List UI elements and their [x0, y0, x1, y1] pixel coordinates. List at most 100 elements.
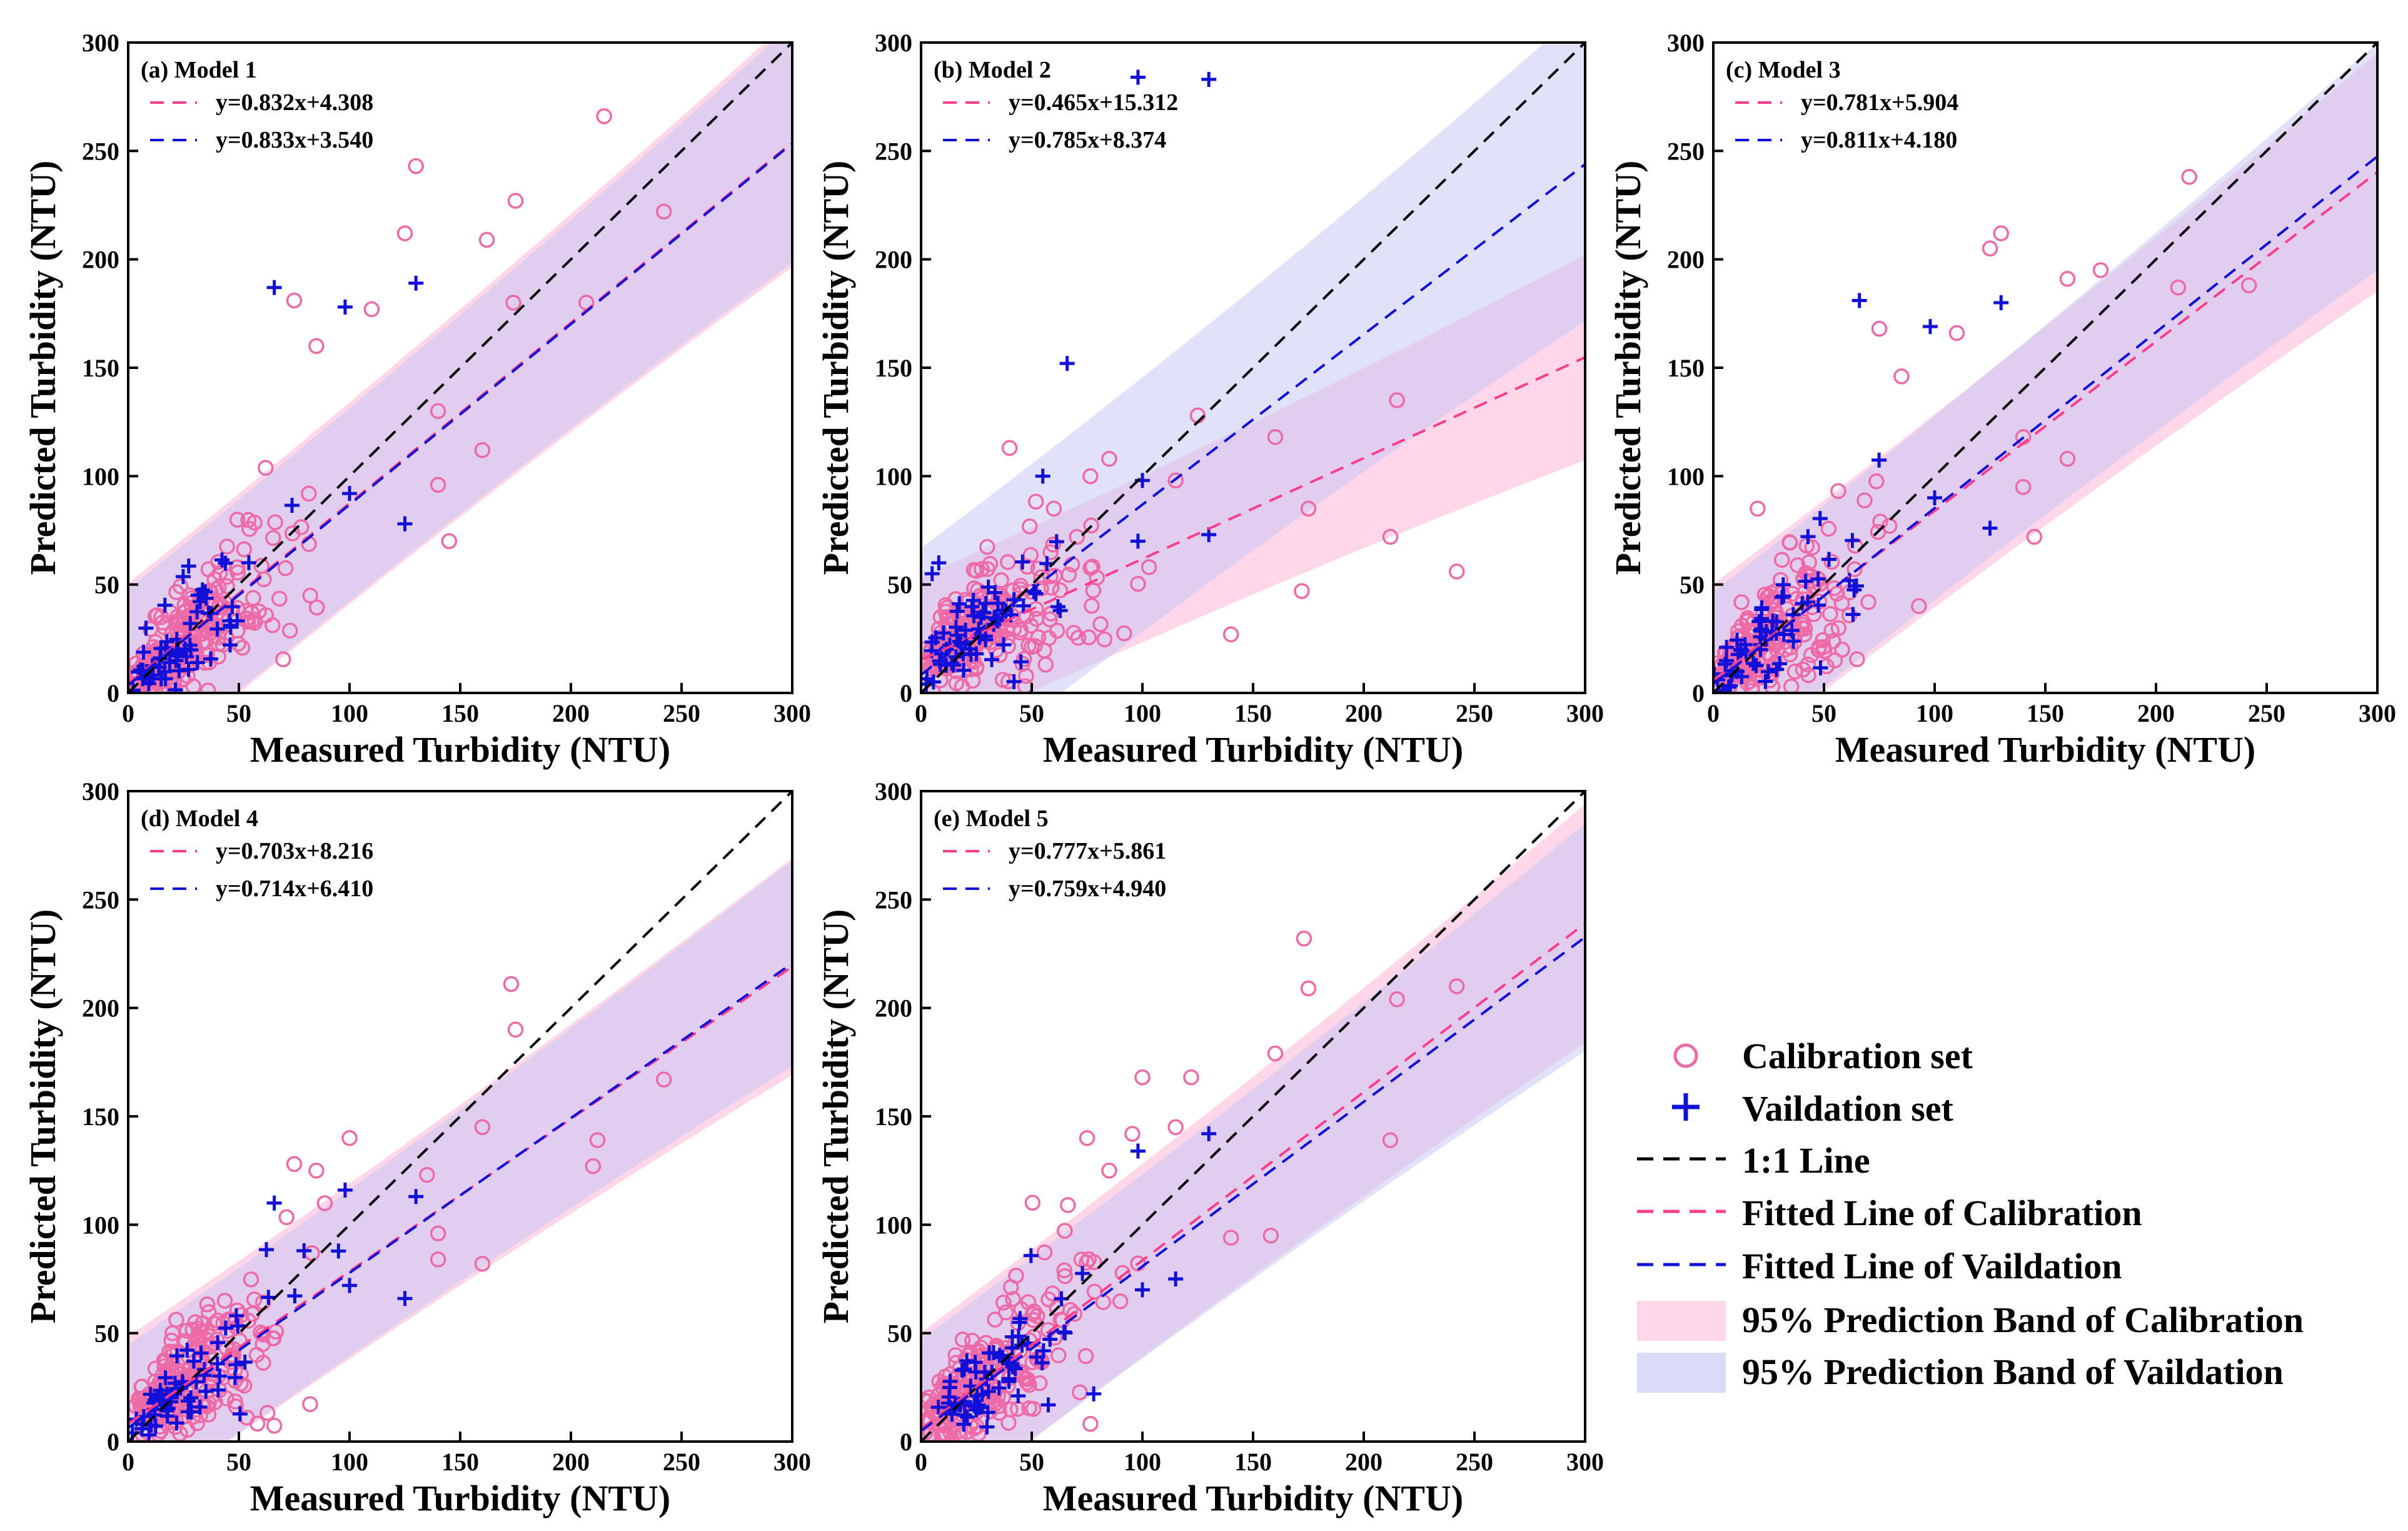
validation-point	[1922, 319, 1938, 335]
validation-point	[936, 625, 952, 641]
calibration-point	[419, 1166, 435, 1183]
calibration-point	[1783, 679, 1800, 693]
ticks-d: 00 50 50 100 100 150 150 200 200 250 250 300 300	[82, 777, 811, 1476]
validation-point	[227, 1370, 243, 1385]
calibration-point	[964, 1368, 981, 1384]
validation-point	[168, 653, 184, 669]
cal-fit-equation-d: y=0.703x+8.216	[216, 838, 373, 864]
calibration-point	[1267, 1045, 1284, 1062]
validation-point	[957, 1407, 972, 1423]
y-tick-label: 150	[875, 1103, 912, 1131]
validation-point	[1130, 1143, 1146, 1159]
calibration-point	[1382, 1132, 1399, 1148]
y-tick-label: 300	[1667, 29, 1705, 57]
calibration-point	[1030, 560, 1047, 577]
calibration-point	[1082, 1415, 1099, 1432]
calibration-point	[1141, 559, 1157, 575]
validation-point	[964, 599, 980, 615]
validation-point	[134, 1421, 149, 1437]
y-tick-label: 50	[94, 1320, 119, 1348]
legend: Calibration set Vaildation set 1:1 Line …	[1637, 1036, 2304, 1393]
calibration-point	[185, 678, 202, 693]
calibration-point	[655, 1071, 672, 1088]
calibration-point	[964, 672, 981, 689]
x-tick-label: 300	[773, 699, 811, 727]
calibration-point	[1070, 630, 1087, 646]
calibration-point	[245, 590, 261, 606]
validation-point	[158, 1370, 173, 1385]
validation-point	[397, 1291, 413, 1306]
calibration-point	[1829, 585, 1845, 602]
calibration-point	[979, 538, 995, 555]
calibration-point	[1082, 468, 1099, 485]
y-tick-label: 200	[82, 994, 119, 1023]
legend-validation-set: Vaildation set	[1742, 1088, 1954, 1129]
validation-point	[1769, 662, 1785, 677]
x-tick-label: 300	[1566, 1448, 1604, 1476]
validation-point	[193, 1345, 209, 1361]
x-tick-label: 300	[1566, 699, 1604, 727]
validation-point	[285, 498, 300, 513]
calibration-point	[1820, 520, 1837, 537]
x-tick-label: 150	[1234, 699, 1272, 727]
calibration-point	[1781, 646, 1798, 663]
validation-point	[153, 640, 169, 656]
calibration-point	[430, 1251, 446, 1268]
calibration-point	[2181, 169, 2197, 185]
val-fit-line	[921, 936, 1585, 1432]
calibration-point	[1300, 500, 1317, 517]
calibration-point	[997, 1304, 1014, 1321]
val-prediction-band	[128, 860, 792, 1442]
y-tick-label: 50	[94, 571, 119, 599]
calibration-point	[1040, 630, 1057, 646]
validation-point	[179, 1342, 195, 1358]
calibration-point	[1069, 528, 1085, 545]
validation-point	[980, 1405, 995, 1420]
calibration-point	[1101, 1162, 1117, 1179]
y-tick-label: 0	[900, 679, 912, 707]
validation-point	[222, 637, 238, 653]
calibration-point	[1834, 642, 1850, 658]
calibration-point	[1816, 643, 1833, 659]
calibration-point	[1077, 1348, 1094, 1365]
calibration-point	[1020, 637, 1037, 654]
calibration-point	[1056, 1262, 1072, 1279]
calibration-point	[1870, 523, 1887, 540]
calibration-point	[1893, 368, 1910, 385]
validation-point	[959, 1353, 975, 1368]
y-tick-label: 50	[887, 571, 912, 599]
x-tick-label: 0	[122, 699, 134, 727]
calibration-point	[308, 338, 325, 355]
calibration-point	[1789, 590, 1805, 607]
calibration-point	[1833, 595, 1850, 612]
y-tick-label: 150	[1667, 354, 1705, 382]
x-axis-title-c: Measured Turbidity (NTU)	[1835, 729, 2255, 770]
cal-fit-line	[1713, 171, 2377, 682]
calibration-point	[229, 564, 246, 581]
calibration-point	[1096, 631, 1113, 648]
x-tick-label: 250	[663, 1448, 700, 1476]
validation-point	[1040, 1397, 1056, 1413]
val-fit-equation-b: y=0.785x+8.374	[1009, 127, 1166, 153]
calibration-point	[1052, 1311, 1069, 1328]
validation-point	[1753, 611, 1769, 627]
validation-point	[296, 1243, 312, 1258]
validation-point	[1812, 511, 1828, 527]
calibration-point	[243, 613, 260, 630]
calibration-point	[1079, 1129, 1096, 1146]
calibration-point	[1116, 625, 1132, 642]
calibration-point	[596, 108, 612, 124]
calibration-point	[219, 578, 235, 595]
validation-point	[984, 652, 1000, 667]
calibration-point	[1296, 930, 1312, 947]
y-axis-title-c: Predicted Turbidity (NTU)	[1608, 161, 1648, 575]
validation-point	[232, 1406, 248, 1422]
validation-point	[198, 1383, 214, 1399]
calibration-point	[589, 1132, 606, 1148]
calibration-point	[132, 1398, 149, 1415]
calibration-point	[267, 514, 283, 530]
calibration-point	[974, 561, 990, 577]
calibration-point	[1756, 587, 1773, 603]
calibration-point	[1389, 991, 1405, 1008]
x-tick-label: 100	[1124, 699, 1161, 727]
